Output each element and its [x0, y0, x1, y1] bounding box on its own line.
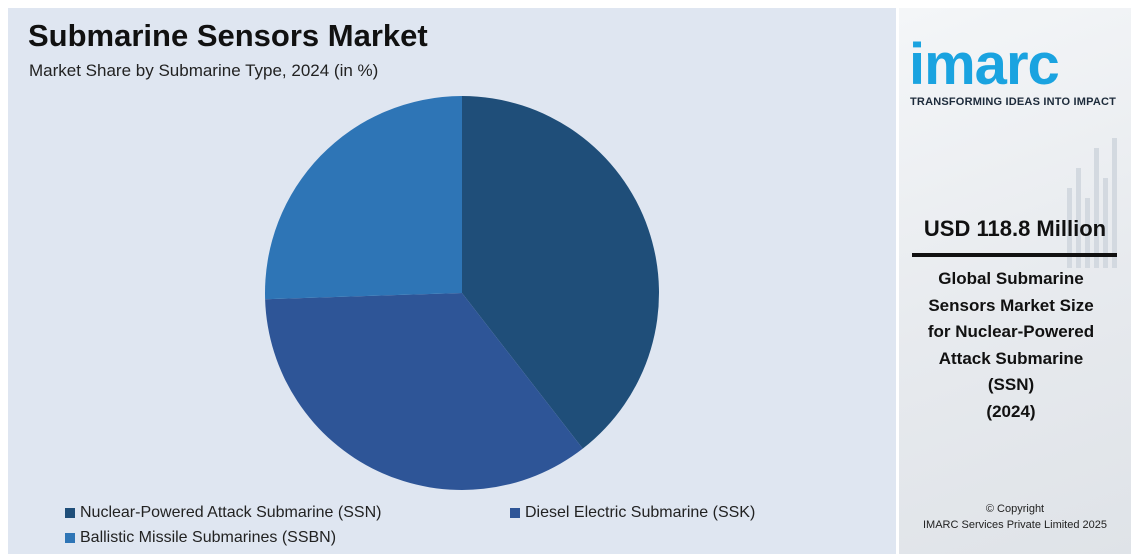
legend-item-ssbn: Ballistic Missile Submarines (SSBN) [65, 529, 336, 547]
legend-label-ssn: Nuclear-Powered Attack Submarine (SSN) [80, 504, 382, 521]
legend-label-ssk: Diesel Electric Submarine (SSK) [525, 504, 756, 521]
caption-line: for Nuclear-Powered [927, 322, 1095, 341]
legend-label-ssbn: Ballistic Missile Submarines (SSBN) [80, 529, 337, 546]
caption-line: Global Submarine [938, 269, 1084, 288]
logo-tagline: TRANSFORMING IDEAS INTO IMPACT [910, 96, 1117, 108]
pie-slice-0 [462, 96, 659, 449]
copyright-line: IMARC Services Private Limited 2025 [922, 519, 1107, 531]
caption-line: Sensors Market Size [928, 295, 1094, 315]
market-caption: Global Submarine Sensors Market Size for… [899, 266, 1123, 425]
market-value: USD 118.8 Million [923, 216, 1107, 241]
legend-swatch-ssbn [65, 533, 75, 543]
pie-chart [265, 96, 659, 490]
legend-swatch-ssk [510, 508, 520, 518]
chart-subtitle: Market Share by Submarine Type, 2024 (in… [29, 61, 379, 80]
decorative-bars [1067, 138, 1117, 268]
legend-swatch-ssn [65, 508, 75, 518]
pie-slice-1 [265, 293, 583, 490]
value-divider [912, 253, 1117, 257]
pie-slice-2 [265, 96, 462, 300]
legend-item-ssn: Nuclear-Powered Attack Submarine (SSN) [65, 504, 381, 522]
legend-item-ssk: Diesel Electric Submarine (SSK) [510, 504, 755, 522]
imarc-logo: imarc [909, 32, 1060, 97]
caption-line: (SSN) [987, 375, 1035, 394]
chart-panel: Submarine Sensors Market Market Share by… [8, 8, 896, 554]
caption-line: (2024) [986, 401, 1036, 421]
side-panel: imarc TRANSFORMING IDEAS INTO IMPACT USD… [899, 8, 1131, 554]
copyright-line: © Copyright [985, 503, 1045, 515]
chart-title: Submarine Sensors Market [28, 18, 428, 53]
copyright: © Copyright IMARC Services Private Limit… [899, 501, 1131, 533]
caption-line: Attack Submarine [938, 348, 1084, 368]
